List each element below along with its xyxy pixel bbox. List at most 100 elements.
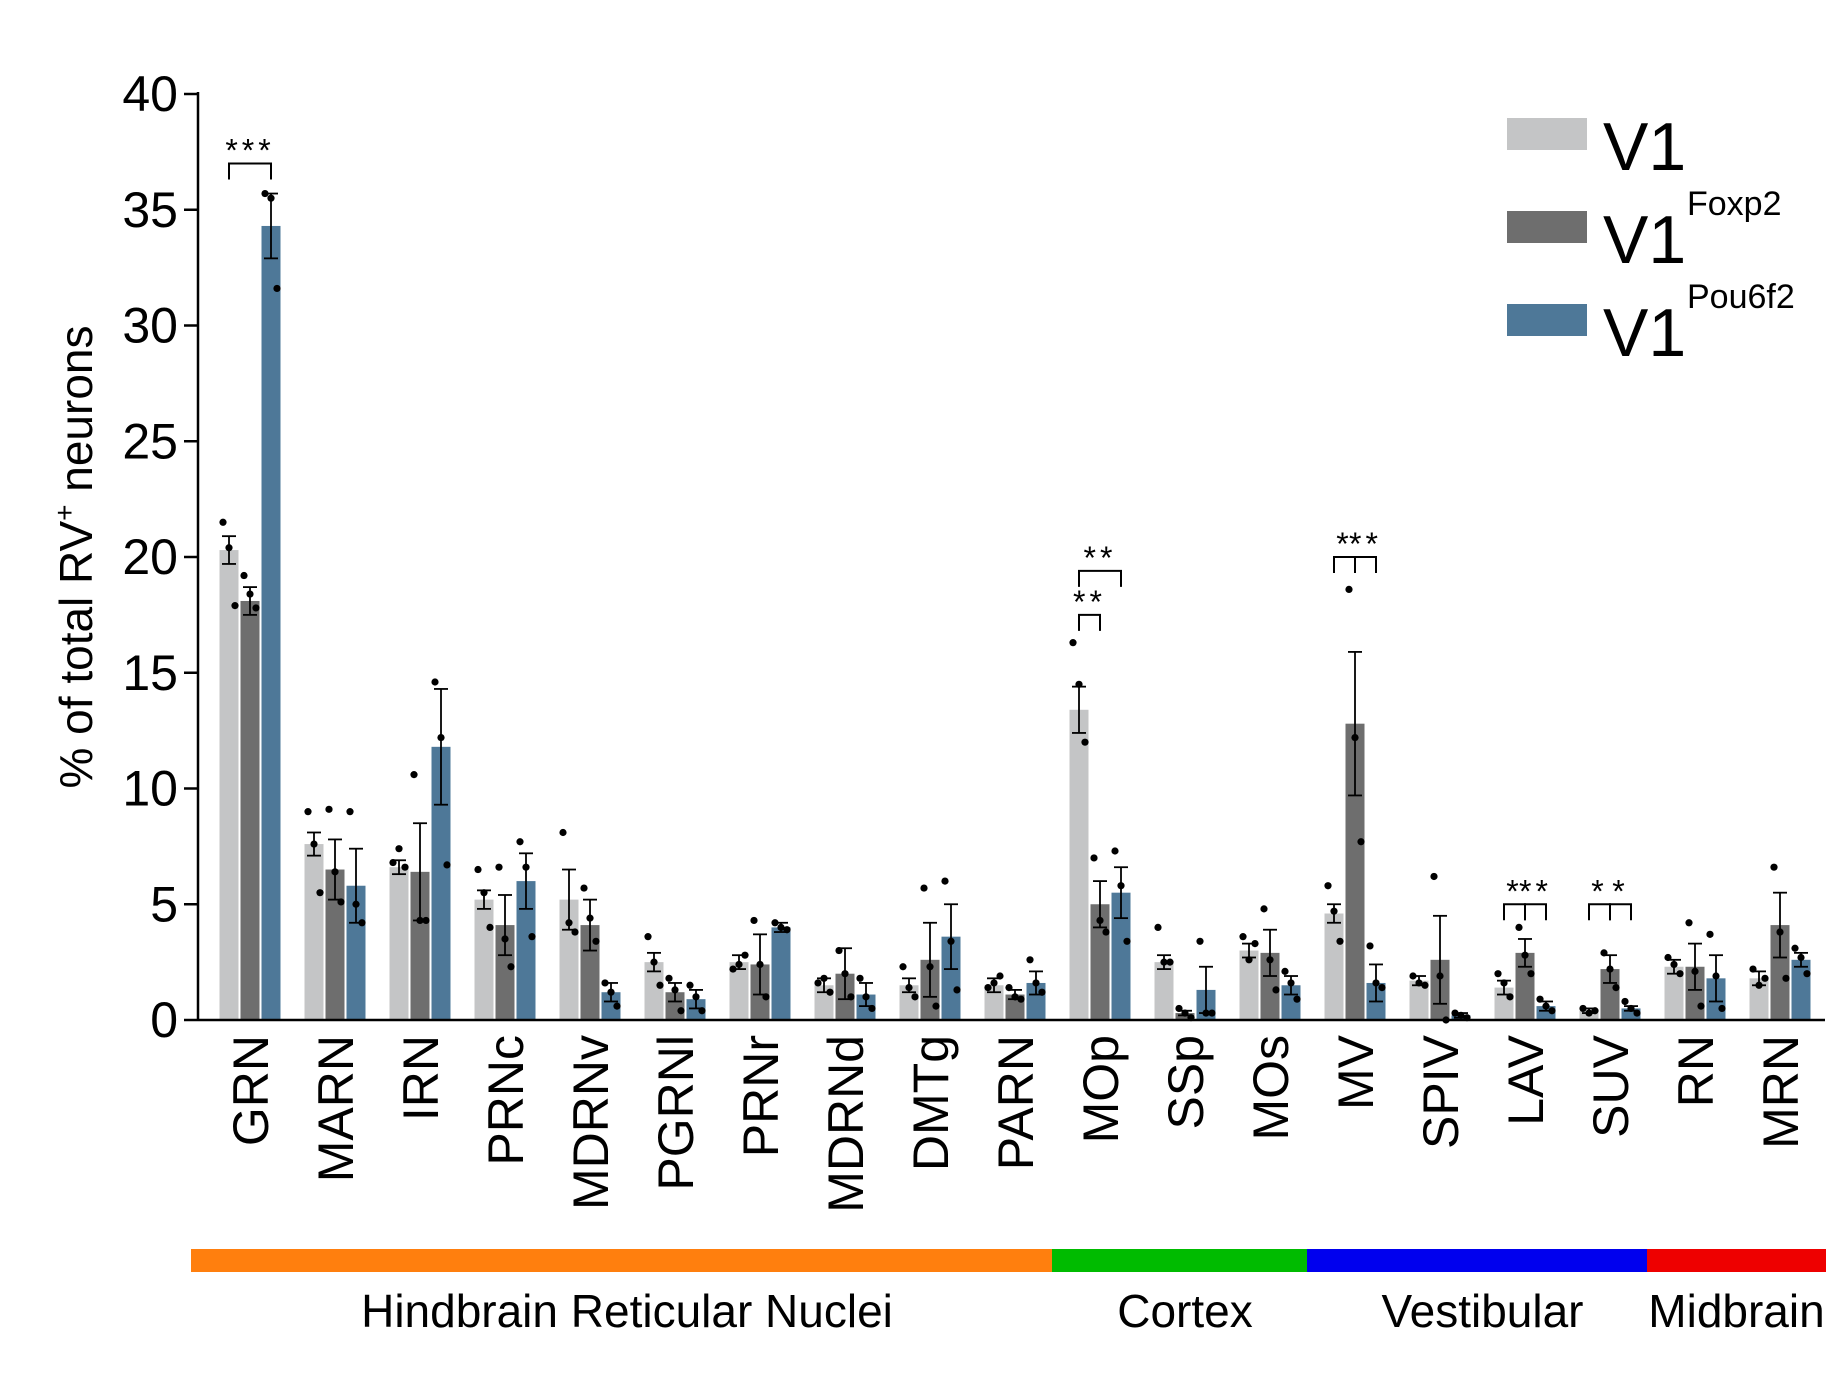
data-point [261,189,269,198]
bar-MOp-2 [1111,892,1131,1020]
data-point [1154,923,1162,932]
legend-label: V1 [1603,295,1686,371]
data-point [1096,916,1104,925]
data-point [1712,972,1720,980]
data-point [601,979,609,987]
bar-PRNc-0 [474,899,494,1020]
data-point [1436,972,1444,980]
data-point [656,981,664,989]
data-point [1069,639,1077,647]
data-point [692,993,700,1001]
significance-stars: * [1506,873,1522,909]
data-point [219,518,227,526]
data-point [671,986,679,994]
bar-MDRNv-1 [580,925,600,1020]
data-point [826,988,834,996]
legend-superscript: Pou6f2 [1687,278,1795,316]
data-point [1272,986,1280,994]
data-point [990,979,998,987]
data-point [1457,1011,1465,1019]
bar-SSp-0 [1154,962,1174,1020]
y-tick-label: 20 [122,529,178,585]
data-point [310,840,318,848]
bar-MOs-1 [1260,952,1280,1020]
x-tick-label-SUV: SUV [1583,1034,1639,1137]
bar-MDRNv-2 [601,992,621,1020]
data-point [847,993,855,1001]
data-point [1208,1009,1216,1017]
bar-PRNc-1 [495,925,515,1020]
data-point [252,604,260,612]
legend-swatch [1507,304,1587,336]
data-point [899,963,907,971]
bar-SUV-1 [1600,969,1620,1020]
data-point [1330,907,1338,915]
bar-IRN-0 [389,867,409,1020]
data-point [1791,944,1799,952]
data-point [1239,933,1247,941]
bar-PGRNl-0 [644,962,664,1020]
data-point [401,863,409,871]
data-point [868,1004,876,1013]
significance-stars: * [1612,873,1628,909]
region-label: Midbrain [1648,1285,1824,1337]
data-point [1749,965,1757,973]
bar-GRN-2 [261,225,281,1020]
data-point [862,993,870,1001]
data-point [1378,983,1386,992]
data-point [1166,958,1174,966]
data-point [1600,949,1608,957]
data-point [437,733,445,742]
bar-IRN-1 [410,871,430,1020]
bar-PGRNl-2 [686,999,706,1020]
data-point [304,808,312,816]
data-point [522,863,530,871]
region-groups: Hindbrain Reticular Nuclei Cortex Vestibul… [191,1249,1826,1337]
data-point [565,919,573,927]
data-point [1718,1004,1726,1013]
data-point [571,928,579,936]
significance-stars: ** [1084,540,1117,576]
data-point [735,960,743,969]
data-point [911,993,919,1001]
data-point [1803,970,1811,978]
data-point [592,937,600,945]
significance-stars: * [1591,873,1607,909]
data-point [474,865,482,874]
legend-label: V1 [1603,202,1686,278]
bar-RN-0 [1664,966,1684,1020]
data-point [1755,981,1763,989]
region-bar [1052,1249,1318,1272]
bar-PRNr-2 [771,927,791,1020]
data-point [1676,970,1684,978]
data-point [273,284,281,293]
data-point [410,771,418,779]
significance-stars: ** [1073,584,1106,620]
data-point [316,889,324,897]
data-point [677,1007,685,1015]
x-tick-label-SPIV: SPIV [1413,1034,1469,1149]
region-label: Cortex [1117,1285,1252,1337]
data-point [1102,928,1110,936]
bar-MDRNd-2 [856,994,876,1020]
bar-MARN-1 [325,869,345,1020]
x-tick-label-DMTg: DMTg [903,1035,959,1171]
data-point [841,970,849,978]
x-tick-label-PRNr: PRNr [733,1035,789,1157]
data-point [926,963,934,971]
data-point [1782,974,1790,982]
data-point [1287,979,1295,987]
data-point [1633,1009,1641,1017]
data-point [246,590,254,598]
data-point [225,544,233,552]
bar-MARN-2 [346,885,366,1020]
data-point [352,900,360,908]
significance-stars: ** [1349,526,1382,562]
data-point [1351,733,1359,742]
data-point [507,963,515,971]
x-tick-label-SSp: SSp [1158,1035,1214,1130]
data-point [1017,995,1025,1003]
data-point [1357,838,1365,846]
data-point [1430,872,1438,881]
data-point [729,965,737,973]
